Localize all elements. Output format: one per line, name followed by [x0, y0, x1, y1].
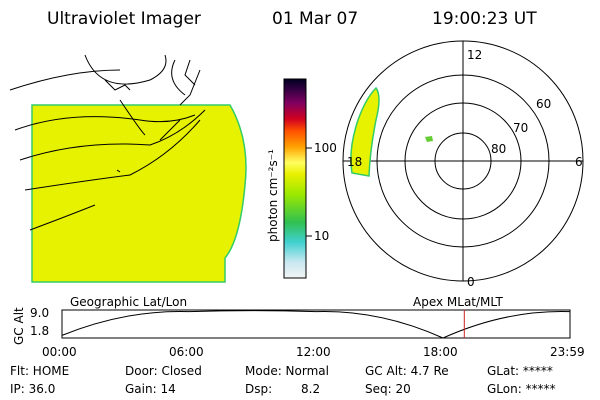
mlt-label-18: 18 — [347, 155, 363, 169]
lat-label-60: 60 — [536, 97, 552, 111]
mlt-label-6: 6 — [575, 155, 583, 169]
status-seq: Seq: 20 — [365, 382, 411, 396]
date-label: 01 Mar 07 — [272, 9, 359, 29]
status-glon: GLon: ***** — [487, 382, 556, 396]
colorbar-label: photon cm⁻²s⁻¹ — [266, 149, 280, 242]
polar-label: Apex MLat/MLT — [413, 295, 503, 309]
xtick-0600: 06:00 — [169, 345, 204, 359]
status-gc-alt: GC Alt: 4.7 Re — [365, 364, 449, 378]
status-gain: Gain: 14 — [125, 382, 176, 396]
status-flt: Flt: HOME — [10, 364, 70, 378]
colorbar-gradient — [283, 78, 307, 279]
xtick-0000: 00:00 — [42, 345, 77, 359]
lat-label-70: 70 — [513, 121, 529, 135]
geographic-map — [9, 54, 247, 283]
altitude-ytick-9: 9.0 — [30, 306, 50, 320]
uv-image-region — [31, 104, 247, 283]
xtick-1200: 12:00 — [296, 345, 331, 359]
status-dsp-label: Dsp: — [245, 382, 273, 396]
map-contours — [9, 54, 206, 231]
altitude-ylabel: GC Alt — [12, 307, 26, 345]
xtick-2359: 23:59 — [550, 345, 585, 359]
altitude-plot — [61, 309, 571, 339]
instrument-title: Ultraviolet Imager — [47, 9, 201, 29]
lat-label-80: 80 — [491, 142, 507, 156]
time-label: 19:00:23 UT — [432, 9, 537, 29]
colorbar-tick-100: 100 — [314, 141, 337, 155]
colorbar — [283, 78, 312, 279]
mlt-label-12: 12 — [467, 48, 483, 62]
status-mode: Mode: Normal — [245, 364, 329, 378]
polar-plot — [342, 40, 584, 282]
colorbar-tick-10: 10 — [314, 229, 330, 243]
altitude-ytick-1-8: 1.8 — [30, 324, 50, 338]
map-label: Geographic Lat/Lon — [70, 295, 188, 309]
aurora-oval-region — [350, 86, 380, 177]
mlt-label-0: 0 — [467, 275, 475, 289]
altitude-plot-frame — [61, 309, 571, 339]
xtick-1800: 18:00 — [423, 345, 458, 359]
status-dsp-value: 8.2 — [301, 382, 321, 396]
altitude-curve — [61, 310, 570, 339]
status-glat: GLat: ***** — [487, 364, 553, 378]
aurora-spot — [425, 136, 433, 142]
status-door: Door: Closed — [125, 364, 202, 378]
status-ip: IP: 36.0 — [10, 382, 56, 396]
